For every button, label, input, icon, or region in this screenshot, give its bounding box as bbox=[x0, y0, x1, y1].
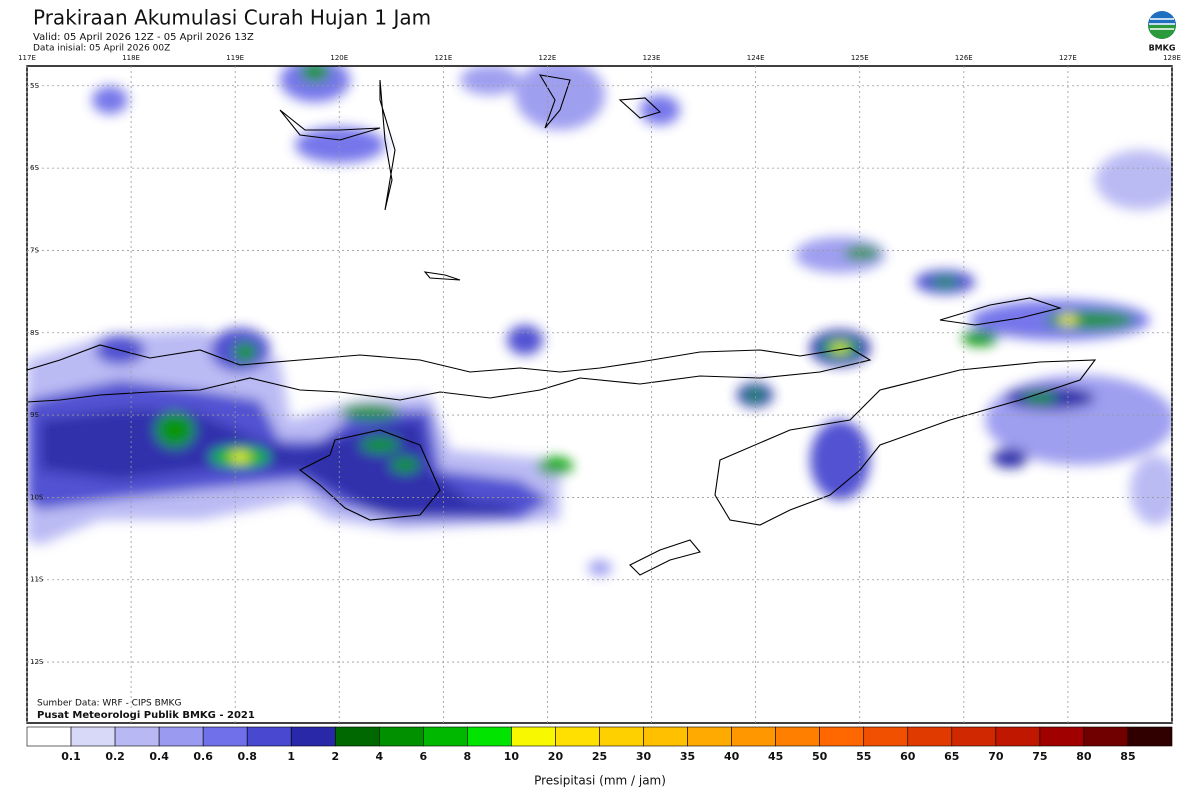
title: Prakiraan Akumulasi Curah Hujan 1 Jam bbox=[33, 6, 431, 30]
lon-label: 126E bbox=[955, 54, 973, 62]
colorbar-label: 4 bbox=[375, 750, 383, 763]
colorbar-swatch bbox=[995, 726, 1041, 747]
lon-label: 123E bbox=[643, 54, 661, 62]
colorbar-label: 25 bbox=[592, 750, 607, 763]
colorbar-label: 80 bbox=[1076, 750, 1092, 763]
colorbar-swatch bbox=[467, 726, 512, 747]
colorbar-swatch bbox=[1127, 726, 1173, 747]
colorbar-swatch bbox=[511, 726, 556, 747]
colorbar-label: 8 bbox=[464, 750, 472, 763]
colorbar-label: 0.1 bbox=[61, 750, 81, 763]
colorbar-swatch bbox=[819, 726, 865, 747]
colorbar-swatch bbox=[334, 726, 380, 747]
colorbar-label: 1 bbox=[287, 750, 295, 763]
source-note: Sumber Data: WRF - CIPS BMKG bbox=[37, 699, 181, 709]
colorbar-swatch bbox=[114, 726, 160, 747]
colorbar-label: 0.6 bbox=[193, 750, 213, 763]
lat-label: 9S bbox=[30, 411, 39, 419]
colorbar-swatch bbox=[1083, 726, 1129, 747]
lat-label: 11S bbox=[30, 576, 44, 584]
colorbar-label: 30 bbox=[636, 750, 652, 763]
colorbar-swatch bbox=[202, 726, 248, 747]
lat-label: 10S bbox=[30, 493, 44, 501]
lat-label: 6S bbox=[30, 164, 39, 172]
colorbar-swatch bbox=[26, 726, 72, 747]
colorbar-title: Presipitasi (mm / jam) bbox=[534, 774, 666, 788]
colorbar-swatch bbox=[379, 726, 424, 747]
colorbar-label: 60 bbox=[900, 750, 916, 763]
map-frame bbox=[26, 65, 1173, 724]
colorbar-swatch bbox=[951, 726, 997, 747]
logo: BMKG bbox=[1148, 11, 1176, 53]
colorbar-label: 0.8 bbox=[237, 750, 257, 763]
colorbar-label: 55 bbox=[856, 750, 871, 763]
init-time: Data inisial: 05 April 2026 00Z bbox=[33, 44, 170, 54]
colorbar-label: 65 bbox=[944, 750, 959, 763]
lon-label: 127E bbox=[1059, 54, 1077, 62]
colorbar-label: 85 bbox=[1120, 750, 1135, 763]
lon-label: 117E bbox=[18, 54, 36, 62]
colorbar-swatch bbox=[246, 726, 292, 747]
colorbar-label: 0.4 bbox=[149, 750, 169, 763]
colorbar-label: 2 bbox=[331, 750, 339, 763]
valid-time: Valid: 05 April 2026 12Z - 05 April 2026… bbox=[33, 32, 254, 43]
colorbar-swatch bbox=[599, 726, 644, 747]
colorbar-swatch bbox=[775, 726, 820, 747]
colorbar-swatch bbox=[158, 726, 204, 747]
graticule: 117E 118E 119E 120E 121E 122E 123E 124E 125E 126E… bbox=[18, 54, 1181, 723]
colorbar-swatch bbox=[1039, 726, 1085, 747]
colorbar-label: 35 bbox=[680, 750, 695, 763]
lon-label: 120E bbox=[330, 54, 348, 62]
lon-label: 118E bbox=[122, 54, 140, 62]
coastlines bbox=[27, 74, 1097, 576]
colorbar-label: 0.2 bbox=[105, 750, 125, 763]
lat-label: 5S bbox=[30, 82, 39, 90]
colorbar-label: 6 bbox=[420, 750, 428, 763]
colorbar-swatch bbox=[643, 726, 688, 747]
lon-label: 128E bbox=[1163, 54, 1181, 62]
lat-label: 7S bbox=[30, 246, 39, 254]
colorbar: 0.1 0.2 0.4 0.6 0.8 1 2 4 6 8 10 20 25 30 35 40 45 50 55 60… bbox=[26, 726, 1173, 763]
colorbar-swatch bbox=[290, 726, 336, 747]
rain-field bbox=[27, 66, 1172, 576]
colorbar-label: 45 bbox=[768, 750, 783, 763]
colorbar-label: 40 bbox=[724, 750, 740, 763]
logo-text: BMKG bbox=[1149, 44, 1176, 53]
colorbar-swatch bbox=[687, 726, 732, 747]
lon-label: 119E bbox=[226, 54, 244, 62]
lon-label: 124E bbox=[747, 54, 765, 62]
colorbar-label: 50 bbox=[812, 750, 828, 763]
colorbar-swatch bbox=[555, 726, 600, 747]
lon-label: 125E bbox=[851, 54, 869, 62]
lat-label: 8S bbox=[30, 329, 39, 337]
lon-label: 122E bbox=[539, 54, 557, 62]
colorbar-label: 10 bbox=[504, 750, 520, 763]
colorbar-label: 75 bbox=[1032, 750, 1047, 763]
colorbar-swatch bbox=[423, 726, 468, 747]
colorbar-swatch bbox=[70, 726, 116, 747]
credit-note: Pusat Meteorologi Publik BMKG - 2021 bbox=[37, 710, 255, 721]
lon-label: 121E bbox=[434, 54, 452, 62]
colorbar-label: 20 bbox=[548, 750, 564, 763]
colorbar-swatch bbox=[731, 726, 776, 747]
colorbar-swatch bbox=[863, 726, 909, 747]
lat-label: 12S bbox=[30, 658, 44, 666]
colorbar-swatch bbox=[907, 726, 953, 747]
colorbar-label: 70 bbox=[988, 750, 1004, 763]
